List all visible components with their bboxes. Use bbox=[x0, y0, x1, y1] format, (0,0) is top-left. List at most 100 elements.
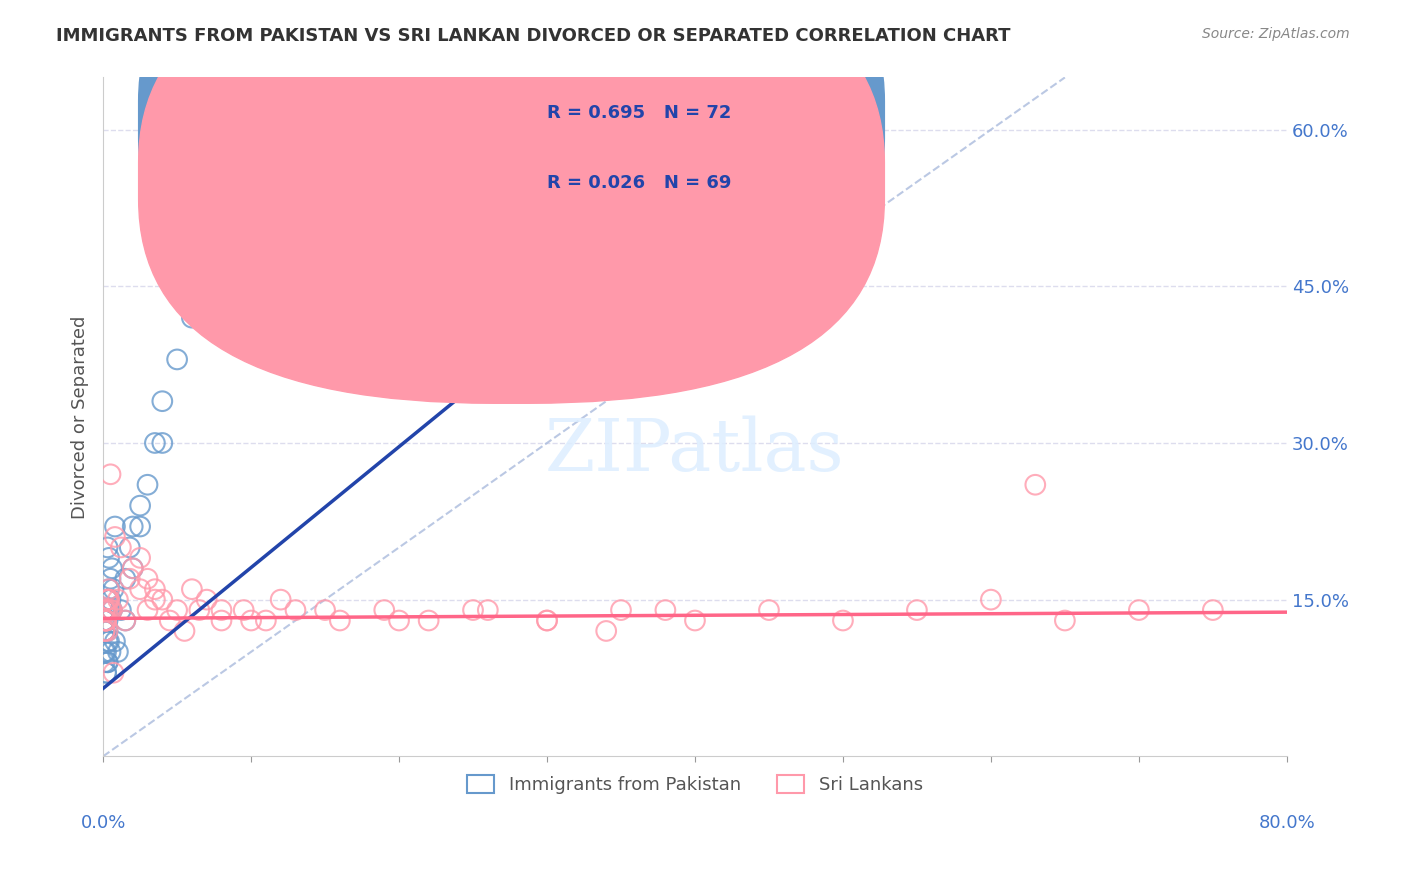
Point bbox=[98, 550, 121, 565]
Point bbox=[195, 592, 218, 607]
Point bbox=[180, 227, 202, 241]
Point bbox=[166, 603, 188, 617]
Point bbox=[94, 603, 117, 617]
Point bbox=[188, 603, 211, 617]
Point bbox=[97, 634, 120, 648]
Point bbox=[93, 614, 115, 628]
Point bbox=[97, 592, 120, 607]
Point bbox=[97, 592, 120, 607]
Point bbox=[98, 592, 121, 607]
Point bbox=[98, 582, 121, 597]
Point bbox=[97, 541, 120, 555]
Point bbox=[94, 614, 117, 628]
Point bbox=[97, 592, 120, 607]
Point bbox=[98, 592, 121, 607]
Point bbox=[832, 614, 855, 628]
Point bbox=[129, 582, 152, 597]
Point bbox=[1202, 603, 1225, 617]
Point bbox=[118, 541, 141, 555]
Point bbox=[1024, 477, 1046, 491]
Point bbox=[121, 561, 143, 575]
Point bbox=[93, 624, 115, 638]
Point bbox=[100, 592, 122, 607]
Point bbox=[121, 561, 143, 575]
Point bbox=[150, 394, 173, 409]
Point bbox=[240, 164, 263, 178]
Point bbox=[232, 603, 254, 617]
Point bbox=[98, 592, 121, 607]
Point bbox=[166, 352, 188, 367]
Point bbox=[97, 592, 120, 607]
Point bbox=[211, 227, 233, 241]
Point bbox=[103, 582, 125, 597]
Point bbox=[240, 614, 263, 628]
Point bbox=[94, 665, 117, 680]
FancyBboxPatch shape bbox=[139, 0, 884, 343]
Point bbox=[143, 582, 166, 597]
Point bbox=[211, 175, 233, 189]
Point bbox=[150, 436, 173, 450]
Point bbox=[94, 614, 117, 628]
Point bbox=[129, 550, 152, 565]
Point bbox=[136, 603, 159, 617]
Point bbox=[180, 582, 202, 597]
Point bbox=[93, 603, 115, 617]
Point bbox=[93, 624, 115, 638]
Text: Source: ZipAtlas.com: Source: ZipAtlas.com bbox=[1202, 27, 1350, 41]
Point bbox=[136, 572, 159, 586]
Point bbox=[104, 530, 127, 544]
Point bbox=[93, 603, 115, 617]
Point bbox=[373, 603, 395, 617]
Point bbox=[93, 624, 115, 638]
Point bbox=[94, 614, 117, 628]
Point bbox=[129, 519, 152, 533]
Point bbox=[98, 582, 121, 597]
Point bbox=[195, 268, 218, 283]
Point bbox=[654, 603, 676, 617]
Point bbox=[94, 665, 117, 680]
Point bbox=[1053, 614, 1076, 628]
Point bbox=[101, 603, 124, 617]
FancyBboxPatch shape bbox=[139, 0, 884, 403]
Point bbox=[284, 603, 307, 617]
Point bbox=[98, 634, 121, 648]
Point bbox=[94, 614, 117, 628]
Point bbox=[107, 645, 129, 659]
Point bbox=[98, 592, 121, 607]
Point bbox=[101, 603, 124, 617]
Point bbox=[93, 603, 115, 617]
Point bbox=[683, 614, 706, 628]
Point bbox=[94, 614, 117, 628]
Point bbox=[93, 645, 115, 659]
Point bbox=[114, 614, 136, 628]
Point bbox=[270, 122, 292, 136]
Point bbox=[93, 603, 115, 617]
Text: IMMIGRANTS FROM PAKISTAN VS SRI LANKAN DIVORCED OR SEPARATED CORRELATION CHART: IMMIGRANTS FROM PAKISTAN VS SRI LANKAN D… bbox=[56, 27, 1011, 45]
Point bbox=[93, 603, 115, 617]
Point bbox=[114, 572, 136, 586]
Point bbox=[610, 603, 633, 617]
Point bbox=[94, 614, 117, 628]
Point bbox=[100, 603, 122, 617]
Point bbox=[225, 186, 247, 200]
FancyBboxPatch shape bbox=[470, 112, 825, 220]
Point bbox=[180, 310, 202, 325]
Point bbox=[329, 614, 352, 628]
Point bbox=[104, 634, 127, 648]
Point bbox=[254, 614, 277, 628]
Point bbox=[461, 603, 484, 617]
Point bbox=[100, 603, 122, 617]
Point bbox=[93, 614, 115, 628]
Point bbox=[110, 603, 132, 617]
Point bbox=[118, 572, 141, 586]
Point bbox=[94, 614, 117, 628]
Point bbox=[97, 624, 120, 638]
Point bbox=[110, 541, 132, 555]
Point bbox=[159, 614, 181, 628]
Point bbox=[98, 603, 121, 617]
Point bbox=[97, 603, 120, 617]
Point bbox=[314, 603, 336, 617]
Point bbox=[103, 665, 125, 680]
Point bbox=[100, 572, 122, 586]
Point bbox=[100, 645, 122, 659]
